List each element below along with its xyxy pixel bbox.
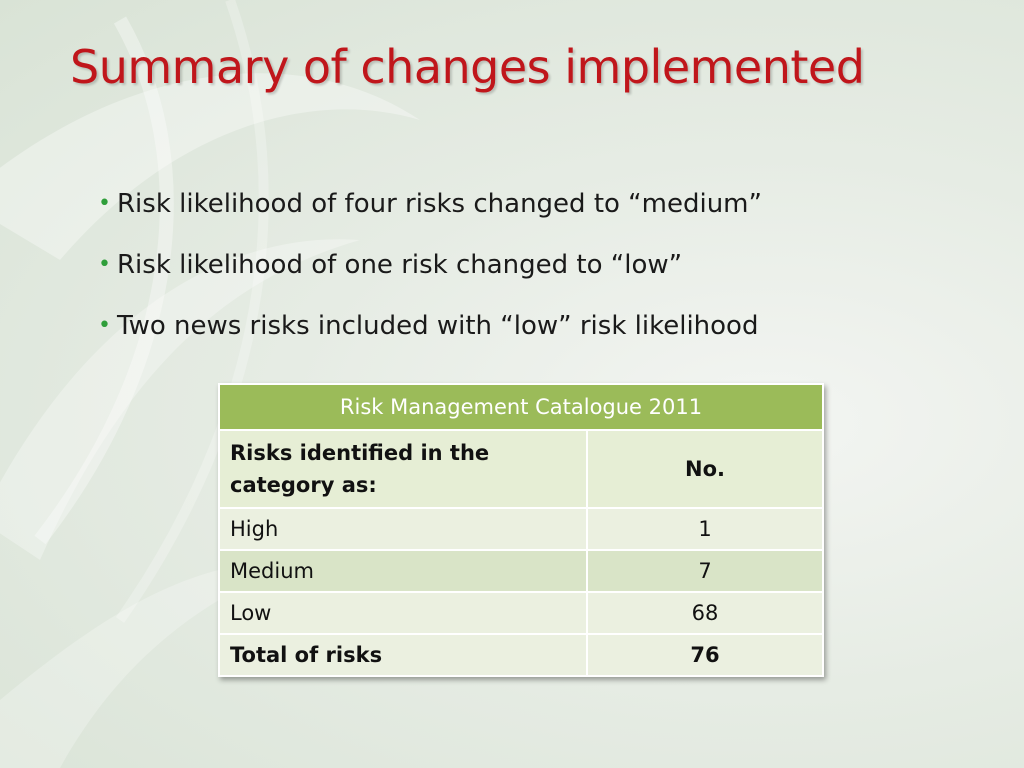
table-total-row: Total of risks 76 xyxy=(218,633,824,677)
bullet-dot-icon: • xyxy=(98,191,111,216)
row-value-cell: 1 xyxy=(586,507,824,551)
bullet-item: • Two news risks included with “low” risk… xyxy=(98,306,918,367)
table-caption: Risk Management Catalogue 2011 xyxy=(218,383,824,431)
row-label-cell: Low xyxy=(218,591,588,635)
row-value-cell: 7 xyxy=(586,549,824,593)
header-label-cell: Risks identified in the category as: xyxy=(218,429,588,509)
table-row: High 1 xyxy=(218,507,824,551)
bullet-item: • Risk likelihood of one risk changed to … xyxy=(98,245,918,306)
row-label-cell: High xyxy=(218,507,588,551)
table-caption-row: Risk Management Catalogue 2011 xyxy=(218,383,824,431)
bullet-dot-icon: • xyxy=(98,252,111,277)
total-value-cell: 76 xyxy=(586,633,824,677)
row-label-cell: Medium xyxy=(218,549,588,593)
row-value-cell: 68 xyxy=(586,591,824,635)
risk-table: Risk Management Catalogue 2011 Risks ide… xyxy=(218,383,824,677)
table-header-row: Risks identified in the category as: No. xyxy=(218,429,824,509)
bullet-text: Risk likelihood of one risk changed to “… xyxy=(116,250,683,280)
table-row: Medium 7 xyxy=(218,549,824,593)
bullet-text: Two news risks included with “low” risk … xyxy=(116,311,759,341)
total-label-cell: Total of risks xyxy=(218,633,588,677)
bullet-list: • Risk likelihood of four risks changed t… xyxy=(98,184,918,367)
slide-title: Summary of changes implemented xyxy=(70,40,865,94)
table-row: Low 68 xyxy=(218,591,824,635)
risk-table-container: Risk Management Catalogue 2011 Risks ide… xyxy=(218,383,824,677)
bullet-text: Risk likelihood of four risks changed to… xyxy=(116,189,762,219)
header-value-cell: No. xyxy=(586,429,824,509)
bullet-dot-icon: • xyxy=(98,313,111,338)
bullet-item: • Risk likelihood of four risks changed t… xyxy=(98,184,918,245)
